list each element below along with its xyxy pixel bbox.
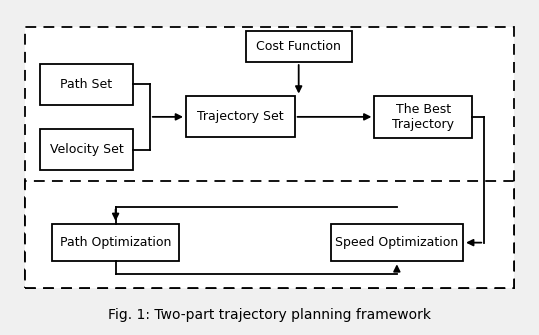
Text: Cost Function: Cost Function xyxy=(256,40,341,53)
Text: Fig. 1: Two-part trajectory planning framework: Fig. 1: Two-part trajectory planning fra… xyxy=(108,308,431,322)
Text: Path Optimization: Path Optimization xyxy=(60,236,171,249)
Bar xyxy=(246,31,352,62)
Text: Velocity Set: Velocity Set xyxy=(50,143,123,156)
Bar xyxy=(40,129,133,170)
Bar xyxy=(25,181,514,288)
Bar xyxy=(52,224,179,261)
Text: Path Set: Path Set xyxy=(60,78,113,91)
Bar xyxy=(186,96,295,137)
Text: Speed Optimization: Speed Optimization xyxy=(335,236,459,249)
Bar xyxy=(330,224,463,261)
Text: The Best
Trajectory: The Best Trajectory xyxy=(392,103,454,131)
Bar xyxy=(40,64,133,105)
Bar xyxy=(374,95,473,138)
Text: Trajectory Set: Trajectory Set xyxy=(197,110,284,123)
Bar xyxy=(25,27,514,288)
